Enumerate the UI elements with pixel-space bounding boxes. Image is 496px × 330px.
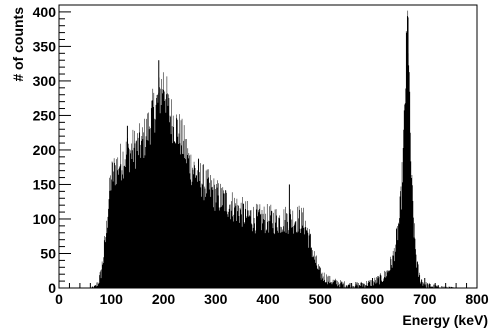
y-tick-label: 350 — [33, 38, 57, 54]
histogram-series — [59, 10, 477, 288]
histogram-peak-bin — [407, 17, 409, 288]
y-tick-label: 150 — [33, 176, 57, 192]
x-tick-label: 300 — [204, 291, 228, 307]
x-tick-label: 600 — [361, 291, 385, 307]
y-tick-label: 200 — [33, 142, 57, 158]
y-tick-label: 0 — [48, 280, 56, 296]
y-tick-label: 50 — [40, 245, 56, 261]
y-tick-label: 400 — [33, 4, 57, 20]
y-axis-label: # of counts — [10, 7, 26, 82]
x-tick-label: 800 — [465, 291, 489, 307]
x-tick-label: 100 — [100, 291, 124, 307]
x-tick-label: 700 — [413, 291, 437, 307]
y-tick-label: 100 — [33, 211, 57, 227]
plot-area — [59, 10, 477, 288]
x-tick-label: 200 — [152, 291, 176, 307]
histogram-peak-bin — [126, 125, 128, 288]
x-axis-ticks: 0 100 200 300 400 500 600 700 800 — [55, 278, 489, 307]
x-tick-label: 400 — [256, 291, 280, 307]
x-axis-label: Energy (keV) — [402, 312, 488, 328]
x-tick-label: 0 — [55, 291, 63, 307]
y-tick-label: 250 — [33, 107, 57, 123]
y-tick-label: 300 — [33, 73, 57, 89]
histogram-peak-bin — [158, 60, 160, 288]
x-tick-label: 500 — [309, 291, 333, 307]
histogram-peak-bin — [288, 184, 290, 288]
y-axis-ticks: 0 50 100 150 200 250 300 350 400 — [33, 4, 71, 296]
